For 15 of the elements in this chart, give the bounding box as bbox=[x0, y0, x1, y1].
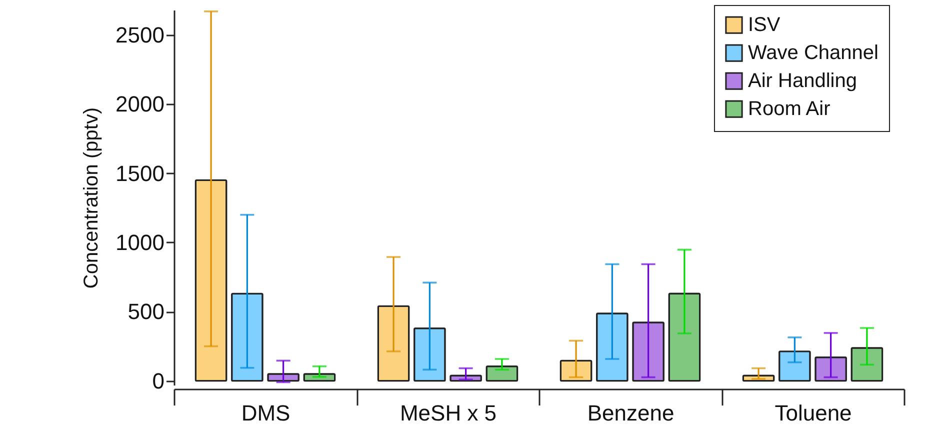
x-tick-label: Toluene bbox=[774, 400, 852, 426]
y-tick-label: 500 bbox=[128, 299, 164, 324]
y-tick-label: 2500 bbox=[116, 22, 164, 48]
y-tick-label: 0 bbox=[152, 368, 164, 394]
legend-label: Wave Channel bbox=[748, 42, 878, 64]
y-tick-label: 1500 bbox=[116, 160, 164, 186]
y-axis-title: Concentration (pptv) bbox=[80, 107, 103, 289]
y-tick-label: 1000 bbox=[116, 230, 164, 255]
x-tick-label: DMS bbox=[241, 400, 290, 426]
legend-label: Room Air bbox=[748, 98, 831, 120]
x-tick-label: Benzene bbox=[587, 400, 674, 426]
x-tick-label: MeSH x 5 bbox=[400, 400, 497, 426]
y-tick-label: 2000 bbox=[116, 92, 164, 117]
legend-label: ISV bbox=[748, 14, 781, 36]
legend-label: Air Handling bbox=[748, 70, 857, 92]
